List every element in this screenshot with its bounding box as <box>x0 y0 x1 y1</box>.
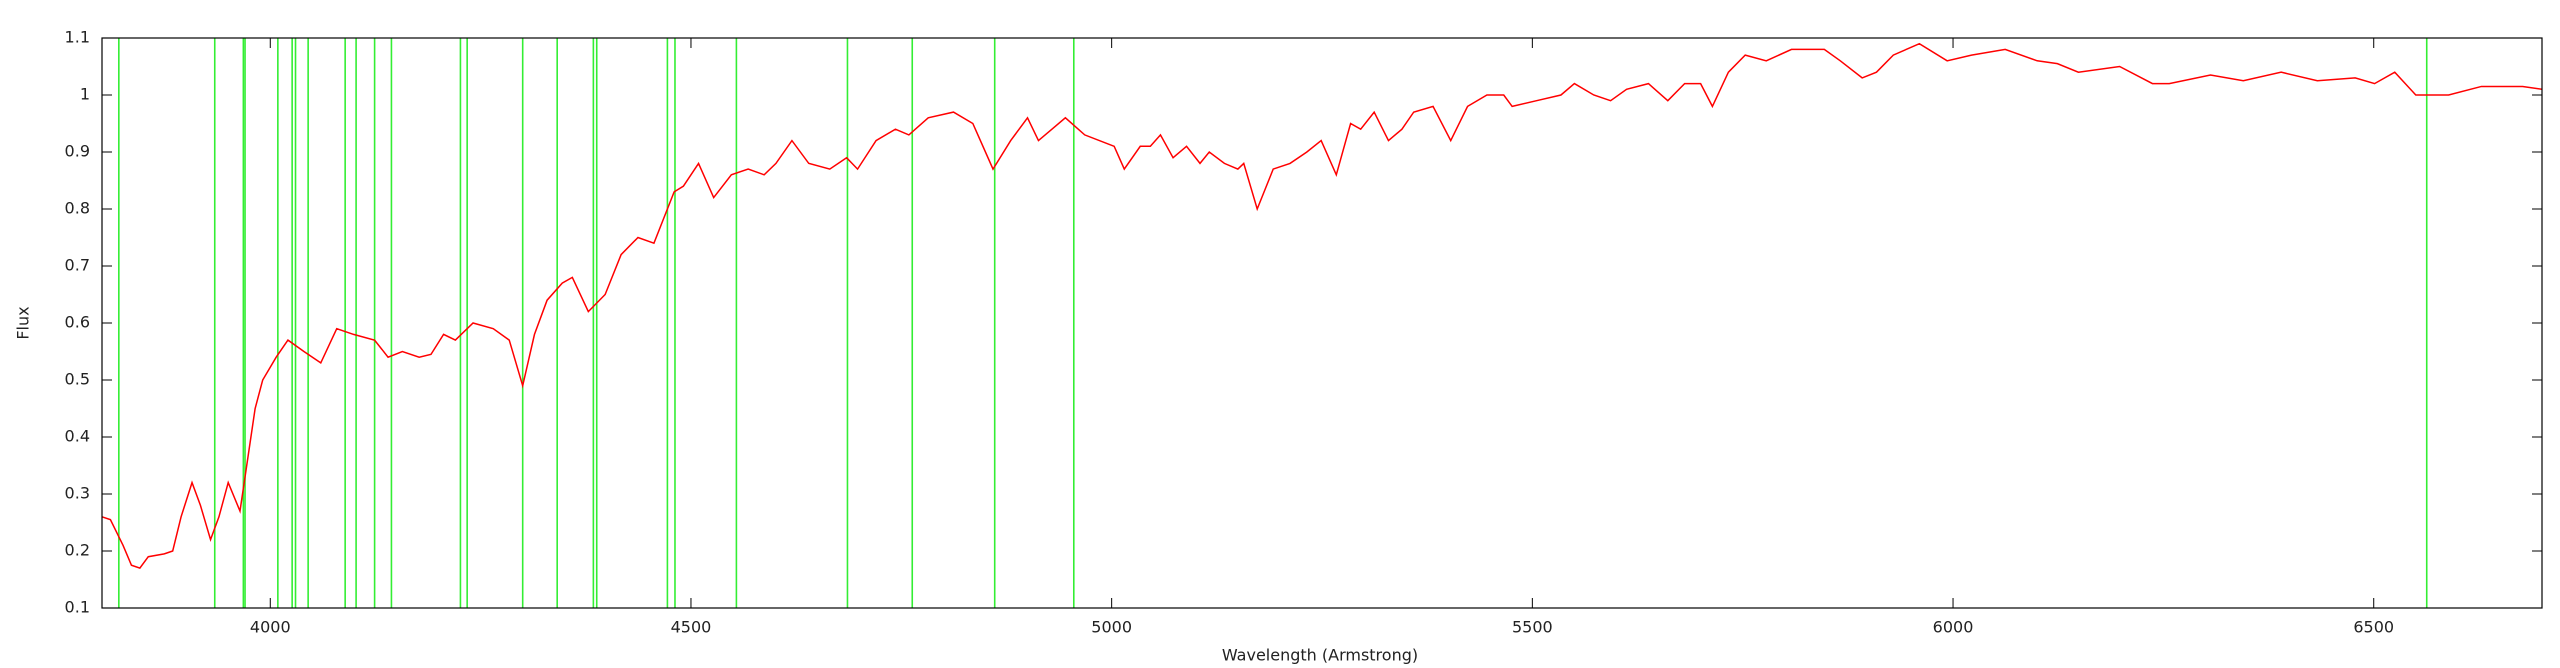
y-axis-label: Flux <box>14 306 33 339</box>
y-tick-label: 0.8 <box>65 199 90 218</box>
y-tick-label: 0.2 <box>65 541 90 560</box>
y-tick-label: 0.3 <box>65 484 90 503</box>
x-tick-label: 6500 <box>2353 618 2394 637</box>
y-tick-label: 1.1 <box>65 28 90 47</box>
y-tick-label: 0.6 <box>65 313 90 332</box>
y-tick-label: 0.1 <box>65 598 90 617</box>
y-tick-label: 0.9 <box>65 142 90 161</box>
x-axis-label: Wavelength (Armstrong) <box>1222 646 1418 665</box>
x-tick-label: 4000 <box>250 618 291 637</box>
x-tick-label: 4500 <box>671 618 712 637</box>
x-tick-label: 5000 <box>1091 618 1132 637</box>
x-tick-label: 6000 <box>1933 618 1974 637</box>
x-tick-label: 5500 <box>1512 618 1553 637</box>
plot-frame <box>101 37 2543 609</box>
y-tick-label: 0.4 <box>65 427 90 446</box>
spectrum-line <box>101 42 2543 569</box>
y-tick-label: 1 <box>80 85 90 104</box>
y-tick-label: 0.7 <box>65 256 90 275</box>
y-tick-label: 0.5 <box>65 370 90 389</box>
